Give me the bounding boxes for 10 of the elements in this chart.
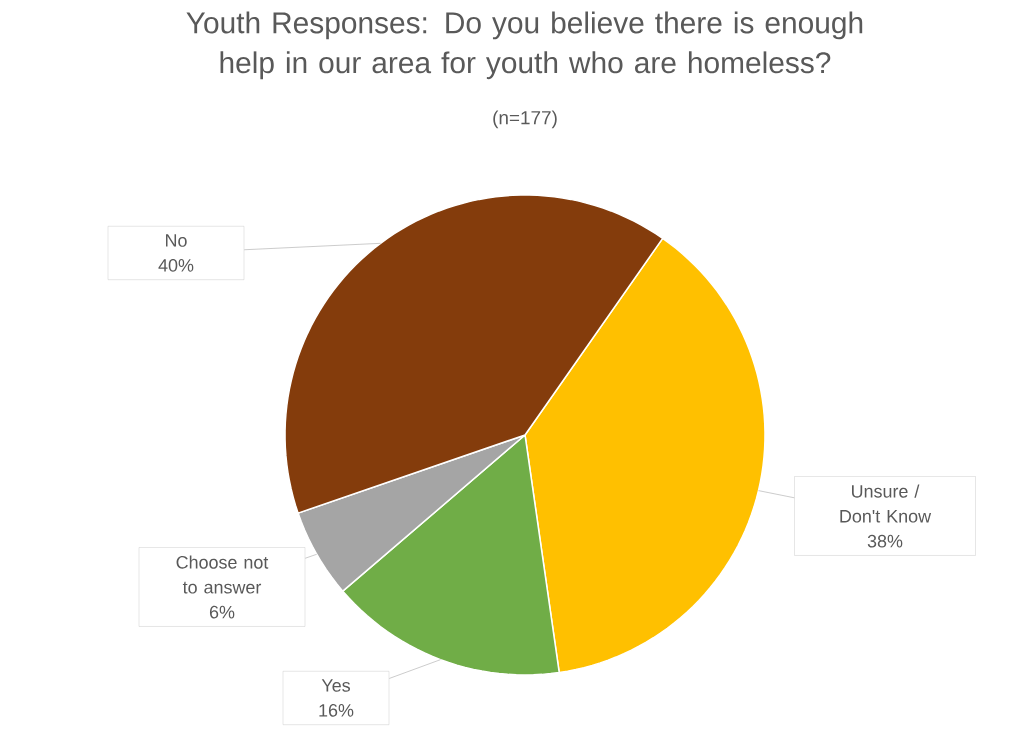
data-label: 40%	[158, 258, 194, 272]
slice-label: Choose not to answer	[176, 555, 269, 594]
chart-title: Youth Responses: Do you believe there is enough help in our area for youth who are homeless?	[186, 11, 863, 80]
data-label: 38%	[867, 534, 903, 548]
slice-label: Yes	[321, 679, 351, 692]
data-label: 16%	[319, 703, 354, 717]
data-label: 6%	[209, 605, 235, 619]
slice-label: No	[166, 234, 187, 247]
slice-label: Unsure / Don't Know	[840, 484, 932, 523]
chart-subtitle: (n=177)	[493, 110, 557, 129]
